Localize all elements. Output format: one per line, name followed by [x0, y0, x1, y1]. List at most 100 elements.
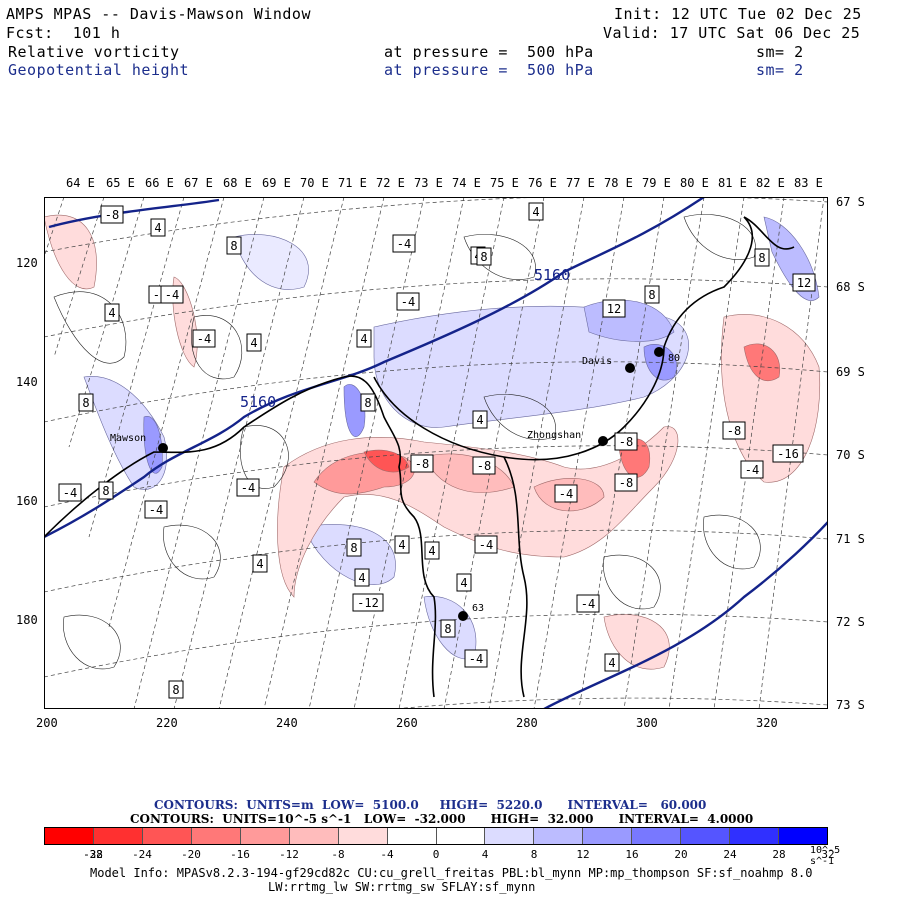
- station-63-marker: [458, 611, 468, 621]
- colorbar-swatch: [485, 828, 535, 844]
- contour-value-label: 4: [424, 541, 440, 560]
- station-name-63: 63: [472, 603, 485, 614]
- svg-text:-8: -8: [619, 435, 633, 449]
- svg-text:4: 4: [358, 571, 365, 585]
- colorbar-swatch: [387, 828, 437, 844]
- contour-value-label: -4: [464, 649, 488, 668]
- x-tick-label: 240: [276, 716, 298, 730]
- colorbar-tick-label: -28: [83, 848, 103, 861]
- y-tick-label: 140: [16, 375, 38, 389]
- lon-label: 76 E: [528, 176, 557, 190]
- height-contour-info: CONTOURS: UNITS=m LOW= 5100.0 HIGH= 5220…: [154, 798, 707, 812]
- colorbar: [44, 827, 828, 845]
- svg-text:8: 8: [82, 396, 89, 410]
- contour-value-label: 12: [602, 299, 626, 318]
- vorticity-contour-info: CONTOURS: UNITS=10^-5 s^-1 LOW= -32.000 …: [130, 812, 754, 826]
- colorbar-swatch: [240, 828, 290, 844]
- lon-label: 67 E: [184, 176, 213, 190]
- lon-label: 80 E: [680, 176, 709, 190]
- contour-value-label: -8: [100, 205, 124, 224]
- svg-text:-12: -12: [357, 596, 379, 610]
- contour-value-label: 8: [78, 393, 94, 412]
- contour-value-label: -4: [58, 483, 82, 502]
- field2-name: Geopotential height: [8, 61, 190, 79]
- colorbar-swatch: [93, 828, 143, 844]
- contour-value-label: 8: [98, 481, 114, 500]
- lon-label: 78 E: [604, 176, 633, 190]
- lon-label: 65 E: [106, 176, 135, 190]
- colorbar-swatch: [534, 828, 584, 844]
- svg-text:-4: -4: [559, 487, 573, 501]
- colorbar-tick-label: 24: [723, 848, 737, 861]
- lat-label: 68 S: [836, 280, 865, 294]
- y-tick-label: 120: [16, 256, 38, 270]
- colorbar-swatch: [730, 828, 780, 844]
- contour-value-label: 4: [394, 535, 410, 554]
- station-name-mawson: Mawson: [110, 433, 147, 444]
- colorbar-tick-label: 16: [625, 848, 639, 861]
- contour-value-label: 12: [792, 273, 816, 292]
- svg-text:4: 4: [250, 336, 257, 350]
- contour-value-label: -4: [474, 535, 498, 554]
- lon-label: 77 E: [566, 176, 595, 190]
- lon-label: 74 E: [452, 176, 481, 190]
- svg-text:-8: -8: [477, 459, 491, 473]
- lat-label: 72 S: [836, 615, 865, 629]
- colorbar-swatch: [436, 828, 486, 844]
- lon-label: 81 E: [718, 176, 747, 190]
- field1-name: Relative vorticity: [8, 43, 180, 61]
- lat-label: 70 S: [836, 448, 865, 462]
- field1-sm: sm= 2: [756, 43, 804, 61]
- colorbar-tick-label: -32: [83, 848, 103, 861]
- colorbar-tick-label: 0: [432, 848, 440, 861]
- contour-value-label: -8: [410, 454, 434, 473]
- svg-text:8: 8: [172, 683, 179, 697]
- contour-value-label: -8: [614, 432, 638, 451]
- svg-text:-4: -4: [197, 332, 211, 346]
- davis-station-marker: [625, 363, 635, 373]
- station-markers: [158, 347, 664, 621]
- svg-text:8: 8: [102, 484, 109, 498]
- svg-text:8: 8: [350, 541, 357, 555]
- init-time: Init: 12 UTC Tue 02 Dec 25: [614, 5, 862, 23]
- contour-value-label: -8: [614, 473, 638, 492]
- colorbar-swatch: [45, 828, 94, 844]
- contour-value-label: -8: [472, 456, 496, 475]
- colorbar-tick-label: 12: [576, 848, 590, 861]
- contour-value-label: -4: [144, 500, 168, 519]
- contour-value-label: 8: [346, 538, 362, 557]
- svg-text:-4: -4: [745, 463, 759, 477]
- svg-text:4: 4: [256, 557, 263, 571]
- x-tick-label: 320: [756, 716, 778, 730]
- colorbar-tick-label: -8: [331, 848, 345, 861]
- lon-label: 71 E: [338, 176, 367, 190]
- colorbar-swatch: [191, 828, 241, 844]
- colorbar-swatch: [583, 828, 633, 844]
- contour-value-label: -12: [352, 593, 384, 612]
- lon-label: 82 E: [756, 176, 785, 190]
- colorbar-swatch: [142, 828, 192, 844]
- station-name-zhongshan: Zhongshan: [527, 430, 582, 441]
- svg-text:8: 8: [364, 396, 371, 410]
- x-tick-label: 280: [516, 716, 538, 730]
- x-tick-label: 300: [636, 716, 658, 730]
- contour-labels: -8 4 8 -4 4 -4 4 8 -4 4 -4 12 8 8 12 -4 4 4 8 8 4 8 -4 -8 -4 -16 -…: [58, 202, 816, 699]
- svg-text:-8: -8: [619, 476, 633, 490]
- colorbar-tick-label: 28: [772, 848, 786, 861]
- contour-value-label: -4: [576, 594, 600, 613]
- model-info-line1: Model Info: MPASv8.2.3-194-gf29cd82c CU:…: [90, 866, 813, 880]
- svg-text:8: 8: [648, 288, 655, 302]
- contour-value-label: -4: [160, 285, 184, 304]
- colorbar-swatch: [338, 828, 388, 844]
- svg-text:8: 8: [480, 250, 487, 264]
- lon-label: 75 E: [490, 176, 519, 190]
- vorticity-map: 5160 5160 -8 4 8 -4 4 -4 4 8 -4 4 -4 12 8 8 12 -4 4 4 8 8 4 8…: [44, 197, 828, 709]
- lat-label: 69 S: [836, 365, 865, 379]
- svg-text:-4: -4: [581, 597, 595, 611]
- svg-text:4: 4: [532, 205, 539, 219]
- station-name-80: 80: [668, 353, 681, 364]
- lon-label: 69 E: [262, 176, 291, 190]
- svg-text:-4: -4: [63, 486, 77, 500]
- chart-title: AMPS MPAS -- Davis-Mawson Window: [6, 5, 311, 23]
- colorbar-swatch: [779, 828, 827, 844]
